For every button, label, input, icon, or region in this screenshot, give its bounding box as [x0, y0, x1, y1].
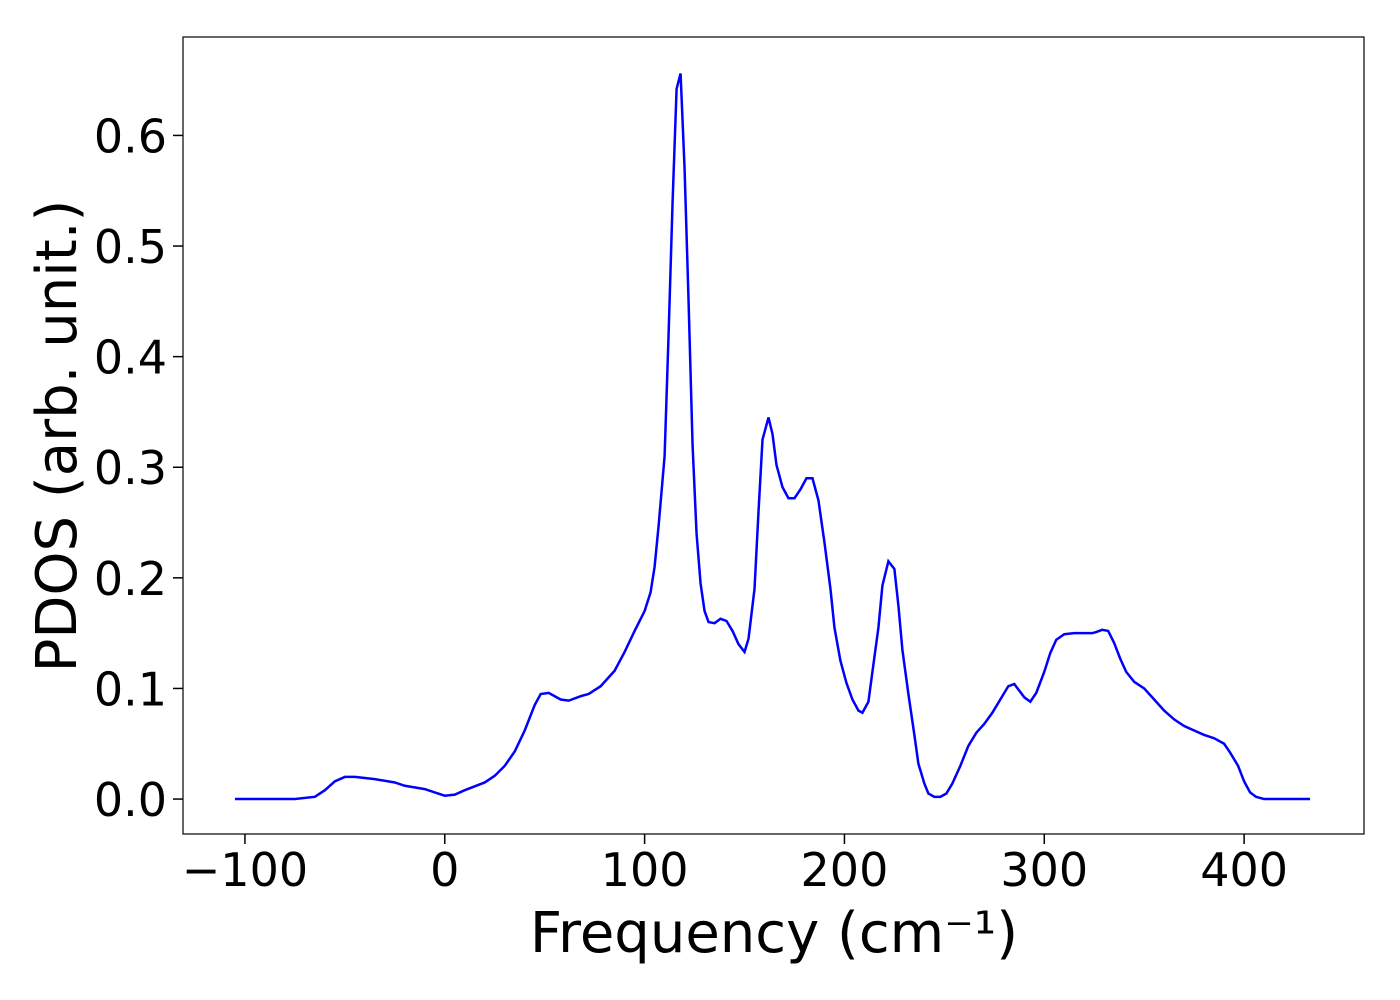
x-tick-label: 100: [601, 843, 689, 897]
x-tick-label: 0: [430, 843, 459, 897]
x-tick-label: 200: [801, 843, 889, 897]
x-tick-label: 400: [1200, 843, 1288, 897]
y-tick-label: 0.5: [94, 220, 167, 274]
x-tick-label: −100: [182, 843, 308, 897]
plot-frame: [182, 36, 1365, 835]
y-tick-label: 0.1: [94, 662, 167, 716]
y-tick-label: 0.0: [94, 773, 167, 827]
y-tick-label: 0.2: [94, 552, 167, 606]
y-tick-label: 0.6: [94, 109, 167, 163]
y-tick-label: 0.3: [94, 441, 167, 495]
y-tick-label: 0.4: [94, 331, 167, 385]
y-axis-label: PDOS (arb. unit.): [25, 200, 90, 673]
x-axis-label: Frequency (cm⁻¹): [530, 901, 1018, 966]
data-line: [234, 73, 1311, 801]
x-tick-label: 300: [1000, 843, 1088, 897]
